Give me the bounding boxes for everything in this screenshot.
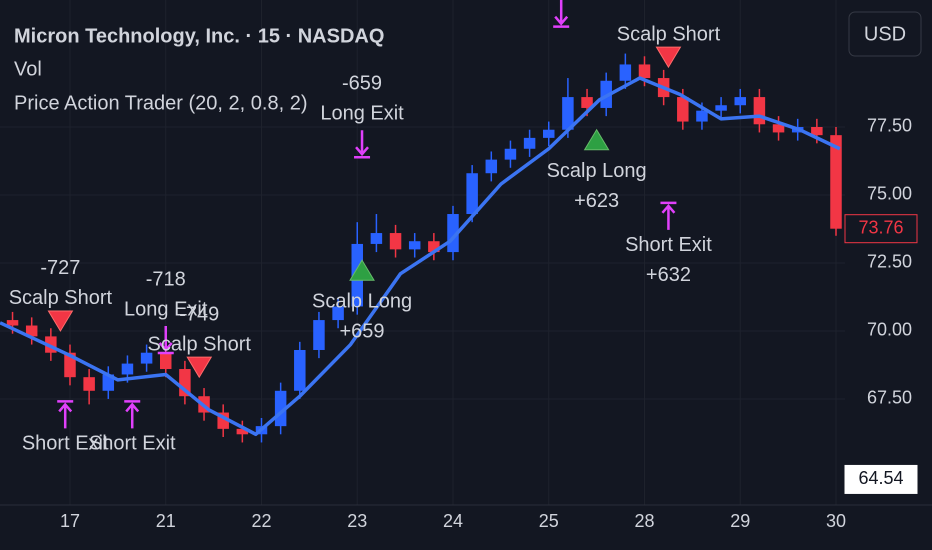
candle-body xyxy=(6,320,19,326)
candle-body xyxy=(159,352,172,370)
x-tick-label: 28 xyxy=(634,511,654,531)
candle-body xyxy=(715,105,727,111)
legend-line: Vol xyxy=(14,58,42,80)
long-exit-marker xyxy=(553,0,570,28)
long-marker xyxy=(583,128,610,151)
signal-label: +623 xyxy=(574,190,619,212)
x-tick-label: 25 xyxy=(539,511,559,531)
signal-label: Scalp Short xyxy=(148,333,252,355)
candle-body xyxy=(294,349,306,391)
candle-body xyxy=(696,110,708,122)
candle-body xyxy=(638,64,651,79)
candle-body xyxy=(121,363,134,375)
price-tag xyxy=(844,464,918,494)
candle-body xyxy=(581,97,593,108)
signal-label: +632 xyxy=(646,264,691,286)
candle-body xyxy=(179,369,191,397)
signal-label: -727 xyxy=(40,257,80,279)
price-tag-label: 73.76 xyxy=(858,217,903,237)
legend-line: Price Action Trader (20, 2, 0.8, 2) xyxy=(14,92,307,114)
short-exit-marker xyxy=(660,201,677,230)
y-tick-label: 70.00 xyxy=(867,320,912,340)
candle-body xyxy=(64,352,76,378)
candle-body xyxy=(772,124,785,133)
candle-body xyxy=(677,97,689,122)
short-marker xyxy=(186,356,213,379)
candle-body xyxy=(504,148,517,160)
signal-label: Scalp Long xyxy=(312,291,412,313)
signal-label: Long Exit xyxy=(124,298,208,320)
currency-label[interactable]: USD xyxy=(864,23,906,45)
x-tick-label: 24 xyxy=(443,511,463,531)
signal-label: -718 xyxy=(146,268,186,290)
candle-body xyxy=(811,126,823,136)
signal-label: Short Exit xyxy=(89,433,176,455)
short-exit-marker xyxy=(124,400,141,429)
candle-body xyxy=(25,325,38,337)
candle-body xyxy=(83,377,95,391)
candle-body xyxy=(523,137,536,149)
candle-body xyxy=(313,320,325,350)
x-tick-label: 30 xyxy=(826,511,846,531)
x-tick-label: 23 xyxy=(347,511,367,531)
candle-body xyxy=(408,241,421,250)
candle-body xyxy=(274,390,287,427)
signal-label: Short Exit xyxy=(625,234,712,256)
signal-label: Long Exit xyxy=(320,102,404,124)
long-exit-marker xyxy=(157,325,174,355)
candle-body xyxy=(45,336,57,353)
short-marker xyxy=(655,46,682,69)
currency-button[interactable] xyxy=(848,11,922,57)
signal-label: Scalp Long xyxy=(547,160,647,182)
price-tag-label: 64.54 xyxy=(858,468,903,488)
x-tick-label: 21 xyxy=(156,511,176,531)
candle-body xyxy=(485,159,498,174)
candle-body xyxy=(830,135,842,229)
candle-body xyxy=(389,233,402,250)
x-tick-label: 22 xyxy=(251,511,271,531)
signal-label: Short Exit xyxy=(22,433,109,455)
candle-body xyxy=(619,64,632,81)
candle-body xyxy=(466,173,478,215)
candle-body xyxy=(332,306,344,321)
x-tick-label: 17 xyxy=(60,511,80,531)
candle-body xyxy=(447,214,459,253)
candle-body xyxy=(753,97,766,125)
candle-body xyxy=(217,412,229,429)
long-exit-marker xyxy=(354,130,371,159)
y-tick-label: 75.00 xyxy=(867,184,912,204)
signal-label: +659 xyxy=(340,321,385,343)
signal-label: Scalp Short xyxy=(9,287,113,309)
candle-body xyxy=(236,428,249,435)
candle-body xyxy=(543,129,555,138)
y-tick-label: 72.50 xyxy=(867,252,912,272)
candle-body xyxy=(370,233,383,244)
y-tick-label: 67.50 xyxy=(867,388,912,408)
signal-label: -749 xyxy=(179,303,219,325)
signal-label: -659 xyxy=(342,72,382,94)
signal-label: Scalp Short xyxy=(617,23,721,45)
ema-line xyxy=(0,76,841,437)
candle-body xyxy=(102,374,115,391)
short-exit-marker xyxy=(57,400,74,429)
candle-body xyxy=(562,97,574,130)
candle-body xyxy=(734,97,746,106)
candle-body xyxy=(428,241,440,253)
x-tick-label: 29 xyxy=(730,511,750,531)
chart-title: Micron Technology, Inc. · 15 · NASDAQ xyxy=(14,25,384,47)
short-marker xyxy=(47,310,74,332)
price-tag xyxy=(844,214,918,244)
long-marker xyxy=(349,259,375,281)
candle-body xyxy=(140,352,153,364)
y-tick-label: 77.50 xyxy=(867,116,912,136)
